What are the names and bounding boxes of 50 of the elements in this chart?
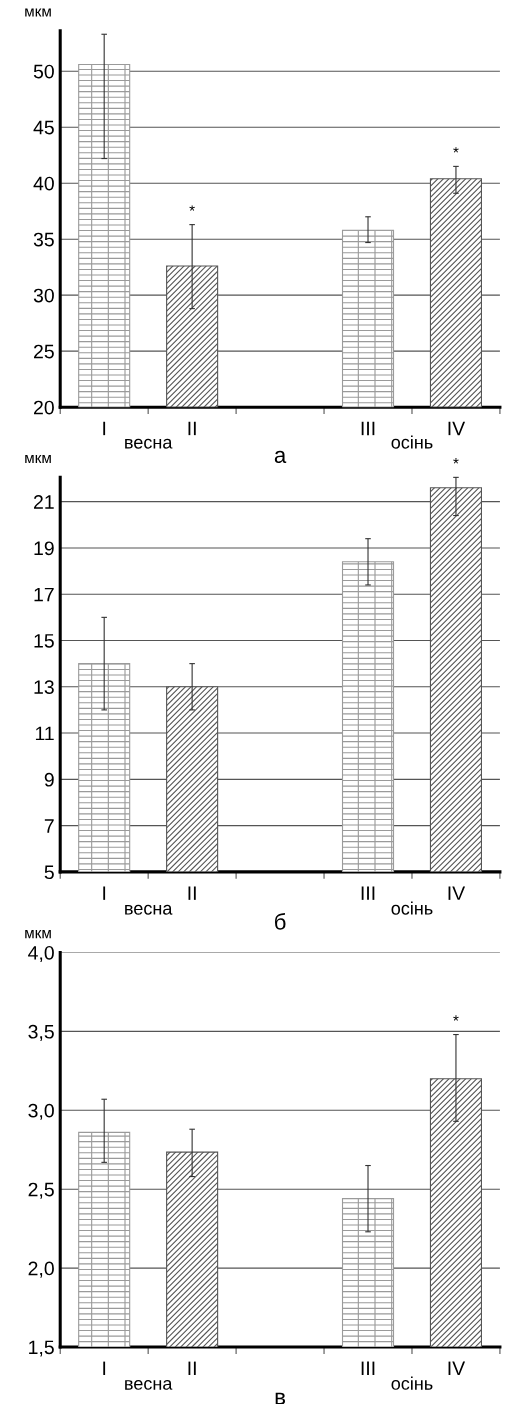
y-tick-label: 4,0 — [28, 945, 54, 963]
y-tick-label: 21 — [34, 495, 54, 509]
text: весна — [125, 438, 173, 449]
y-tick-label: 1,5 — [29, 1340, 54, 1357]
x-tick-label: III — [361, 421, 375, 436]
y-tick-label: 50 — [33, 64, 54, 79]
x-tick-label: IV — [448, 886, 466, 900]
y-tick-label: 15 — [34, 634, 54, 648]
x-tick-label: II — [188, 886, 196, 900]
y-tick-label: 19 — [34, 541, 54, 556]
y-tick-label: 3,0 — [28, 1103, 54, 1120]
y-tick-label: 25 — [34, 344, 54, 359]
y-tick-label: 20 — [34, 400, 54, 415]
y-tick-label: 13 — [34, 680, 54, 695]
text: а — [274, 450, 287, 463]
x-tick-label: II — [188, 421, 196, 436]
text: б — [275, 913, 286, 930]
y-tick-label: 35 — [33, 232, 54, 247]
text: весна — [125, 1379, 173, 1390]
y-tick-label: 7 — [44, 819, 54, 833]
annotation: * — [453, 1015, 459, 1021]
x-tick-label: IV — [448, 1361, 466, 1375]
y-tick-label: 30 — [33, 288, 54, 303]
x-tick-label: III — [361, 1361, 375, 1375]
x-tick-label: I — [103, 886, 106, 900]
y-tick-label: 2,0 — [28, 1261, 54, 1278]
x-tick-label: III — [361, 886, 375, 900]
x-tick-label: I — [103, 421, 106, 436]
y-tick-label: 17 — [34, 587, 54, 602]
text: весна — [125, 904, 173, 915]
annotation: * — [453, 458, 459, 464]
y-tick-label: 3,5 — [28, 1024, 54, 1041]
text: осінь — [391, 1376, 433, 1390]
y-tick-label: 40 — [33, 176, 54, 191]
text: осінь — [391, 901, 433, 915]
y-tick-label: 2,5 — [28, 1182, 54, 1199]
y-tick-label: 9 — [44, 772, 54, 787]
y-axis-title: мкм — [25, 930, 51, 939]
y-tick-label: 11 — [35, 726, 54, 741]
text: осінь — [391, 435, 433, 449]
x-tick-label: I — [103, 1361, 106, 1375]
y-tick-label: 5 — [44, 865, 54, 880]
text: в — [275, 1392, 286, 1404]
annotation: * — [189, 205, 195, 211]
annotation: * — [453, 147, 459, 153]
y-axis-title: мкм — [25, 455, 51, 464]
x-tick-label: IV — [448, 421, 466, 436]
x-tick-label: II — [188, 1361, 196, 1375]
y-tick-label: 45 — [33, 120, 54, 135]
y-axis-title: мкм — [25, 8, 51, 17]
